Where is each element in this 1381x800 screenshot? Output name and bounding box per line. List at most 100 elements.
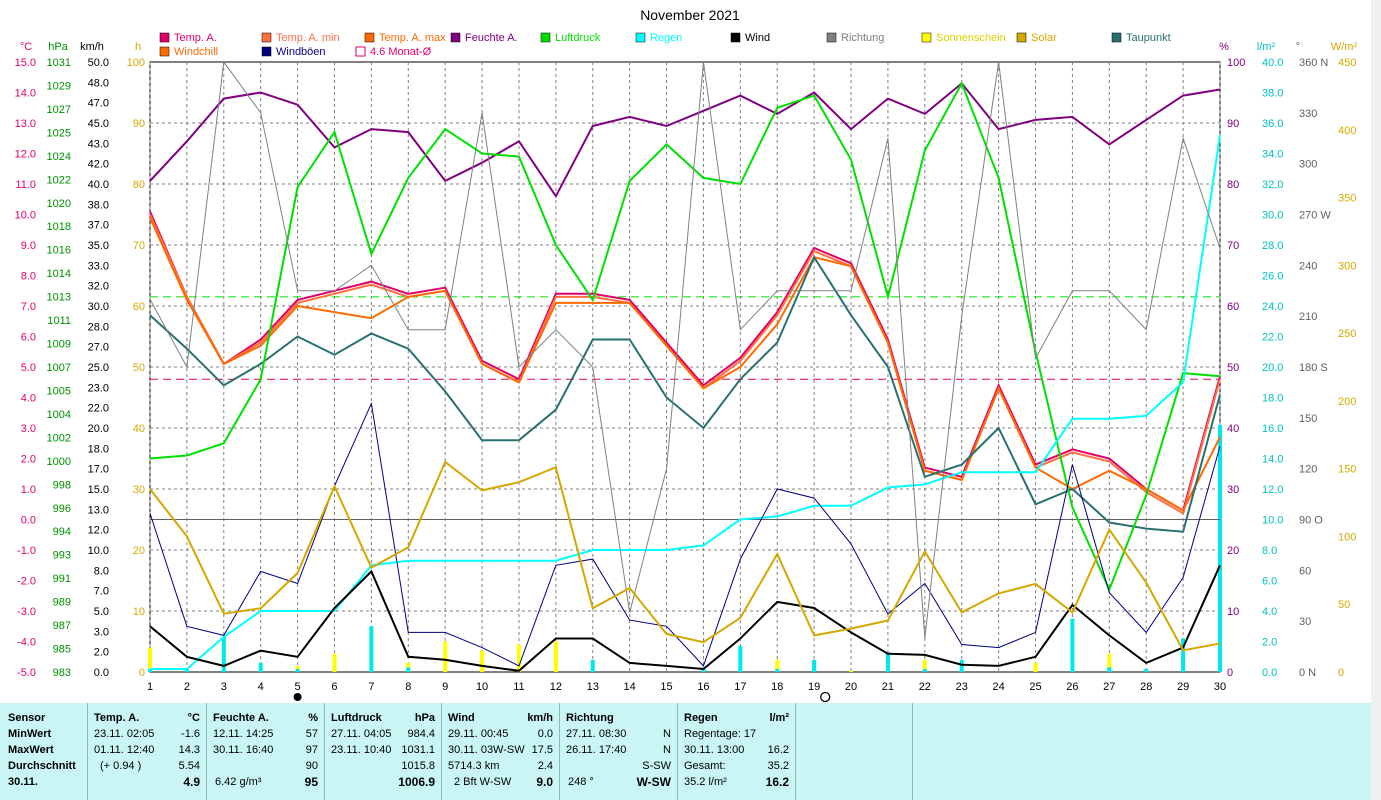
pressure-tick-label: 985	[53, 644, 71, 656]
legend-swatch	[635, 32, 646, 43]
legend-swatch	[450, 32, 461, 43]
rain-tick-label: 38.0	[1262, 88, 1283, 100]
wind-tick-label: 48.0	[88, 77, 109, 89]
rain-day-bar	[812, 659, 817, 672]
temp-tick-label: 1.0	[21, 484, 36, 496]
sunshine-bar	[516, 644, 521, 672]
x-tick-label: 22	[919, 681, 931, 693]
wind-tick-label: 10.0	[88, 545, 109, 557]
wind-tick-label: 25.0	[88, 362, 109, 374]
vertical-scrollbar[interactable]	[1371, 0, 1381, 800]
legend-swatch	[540, 32, 551, 43]
wind-tick-label: 30.0	[88, 301, 109, 313]
rain-day-bar	[738, 646, 743, 672]
pressure-tick-label: 1011	[47, 315, 71, 327]
humidity-tick-label: 90	[1227, 118, 1239, 130]
row-date: 30.11.	[8, 776, 38, 788]
temp-tick-label: 13.0	[15, 118, 36, 130]
wind-tick-label: 23.0	[88, 382, 109, 394]
rain-day-bar	[148, 668, 152, 672]
wind-tick-label: 42.0	[88, 159, 109, 171]
rain-tick-label: 32.0	[1262, 179, 1283, 191]
axis-unit-label: °C	[20, 41, 32, 53]
direction-tick-label: 240	[1299, 260, 1317, 272]
pressure-tick-label: 1005	[47, 385, 71, 397]
wind-tick-label: 0.0	[94, 667, 109, 679]
temp-tick-label: 10.0	[15, 210, 36, 222]
pressure-tick-label: 1029	[47, 80, 71, 92]
x-tick-label: 16	[697, 681, 709, 693]
direction-tick-label: 180 S	[1299, 362, 1328, 374]
rain-day-bar	[184, 668, 189, 672]
series-line-regen	[150, 135, 1221, 670]
solar-tick-label: 300	[1338, 260, 1356, 272]
legend-swatch	[159, 32, 170, 43]
pressure-tick-label: 1031	[47, 57, 71, 69]
x-tick-label: 11	[513, 681, 524, 693]
temp-tick-label: -2.0	[17, 576, 36, 588]
stats-title: Sensor	[8, 712, 46, 724]
wind-tick-label: 40.0	[88, 179, 109, 191]
sunshine-bar	[148, 647, 152, 672]
legend-swatch	[921, 32, 932, 43]
axis-unit-label: hPa	[48, 41, 68, 53]
direction-tick-label: 360 N	[1299, 57, 1328, 69]
temp-tick-label: -5.0	[17, 667, 36, 679]
axis-unit-label: h	[135, 41, 141, 53]
rain-tick-label: 10.0	[1262, 515, 1283, 527]
x-tick-label: 28	[1140, 681, 1152, 693]
temp-tick-label: 0.0	[21, 515, 36, 527]
pressure-tick-label: 983	[53, 667, 71, 679]
legend-label: Temp. A.	[174, 32, 217, 44]
x-tick-label: 3	[221, 681, 227, 693]
legend-swatch	[1016, 32, 1027, 43]
wind-tick-label: 18.0	[88, 443, 109, 455]
sun-tick-label: 70	[133, 240, 145, 252]
x-tick-label: 7	[368, 681, 374, 693]
sun-tick-label: 50	[133, 362, 145, 374]
pressure-tick-label: 1013	[47, 292, 71, 304]
new-moon-icon	[820, 691, 831, 703]
sunshine-bar	[849, 670, 854, 672]
sun-tick-label: 20	[133, 545, 145, 557]
rain-day-bar	[369, 626, 374, 672]
sun-tick-label: 40	[133, 423, 145, 435]
rain-day-bar	[258, 662, 263, 672]
sunshine-bar	[1033, 662, 1038, 672]
rain-tick-label: 14.0	[1262, 454, 1283, 466]
rain-tick-label: 30.0	[1262, 210, 1283, 222]
sun-tick-label: 0	[139, 667, 145, 679]
stats-empty	[796, 703, 913, 800]
x-tick-label: 24	[992, 681, 1004, 693]
rain-tick-label: 24.0	[1262, 301, 1283, 313]
legend-swatch	[159, 46, 170, 57]
rain-tick-label: 20.0	[1262, 362, 1283, 374]
stats-pressure: Luftdruck hPa 27.11. 04:05 984.4 23.11. 10…	[325, 703, 442, 800]
rain-tick-label: 8.0	[1262, 545, 1277, 557]
wind-tick-label: 43.0	[88, 138, 109, 150]
rain-tick-label: 16.0	[1262, 423, 1283, 435]
axis-unit-label: l/m²	[1257, 41, 1276, 53]
pressure-tick-label: 996	[53, 503, 71, 515]
rain-tick-label: 40.0	[1262, 57, 1283, 69]
solar-tick-label: 150	[1338, 464, 1356, 476]
stats-humidity: Feuchte A.% 12.11. 14:25 57 30.11. 16:40 9…	[207, 703, 325, 800]
sunshine-bar	[775, 659, 780, 672]
x-tick-label: 6	[331, 681, 337, 693]
row-avg: Durchschnitt	[8, 760, 76, 772]
rain-day-bar	[959, 659, 964, 672]
pressure-tick-label: 1022	[47, 174, 71, 186]
legend-swatch	[355, 46, 366, 57]
pressure-tick-label: 1018	[47, 221, 71, 233]
legend-label: Temp. A. min	[276, 32, 340, 44]
temp-tick-label: -3.0	[17, 606, 36, 618]
solar-tick-label: 350	[1338, 193, 1356, 205]
x-tick-label: 14	[624, 681, 636, 693]
x-tick-label: 12	[550, 681, 562, 693]
legend-label: Sonnenschein	[936, 32, 1006, 44]
sun-tick-label: 90	[133, 118, 145, 130]
legend-swatch	[364, 32, 375, 43]
pressure-tick-label: 1016	[47, 245, 71, 257]
pressure-tick-label: 1002	[47, 432, 71, 444]
sun-tick-label: 30	[133, 484, 145, 496]
